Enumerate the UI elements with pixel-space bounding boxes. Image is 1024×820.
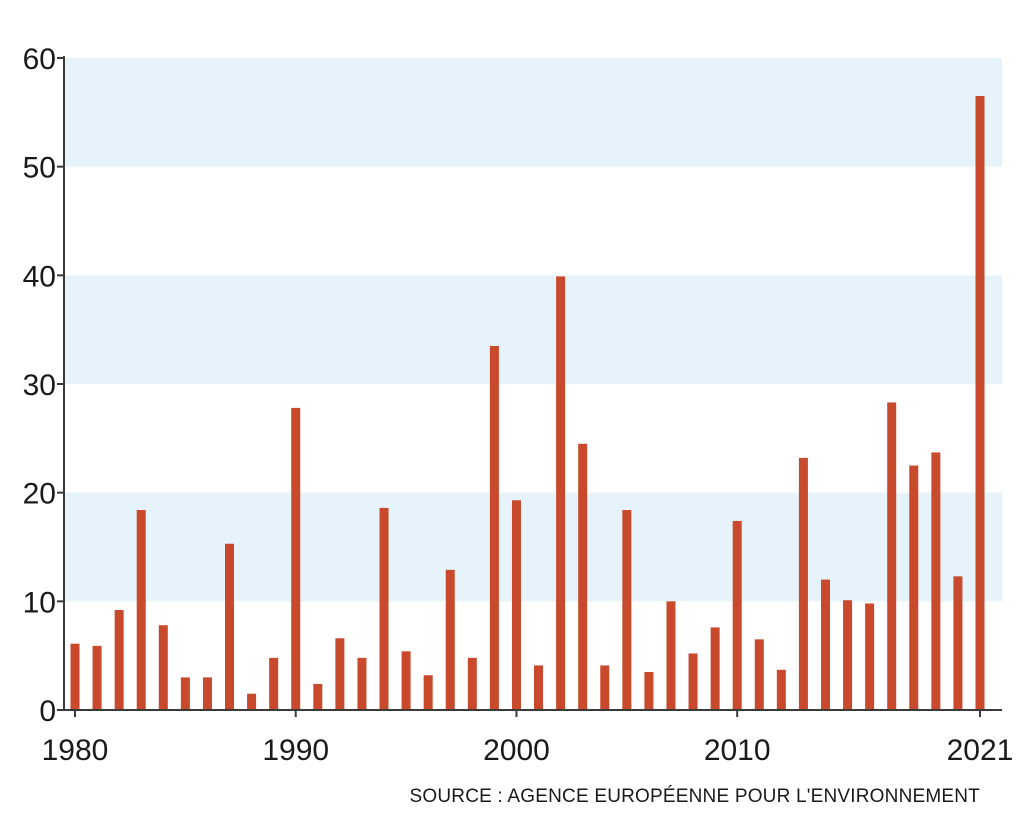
- bar-1987: [225, 543, 235, 710]
- x-tick-labels: 1980 1990 2000 2010 2021: [42, 734, 1014, 767]
- bar-1990: [291, 407, 301, 710]
- axes-group: [57, 56, 1002, 717]
- source-note: SOURCE : AGENCE EUROPÉENNE POUR L'ENVIRO…: [409, 786, 980, 807]
- bar-1991: [313, 683, 323, 710]
- background-band: [64, 492, 1002, 602]
- bar-2019: [931, 452, 941, 710]
- bar-1996: [423, 675, 433, 710]
- x-tick-label: 1990: [262, 734, 329, 767]
- bar-2006: [644, 671, 654, 710]
- bar-2014: [820, 579, 830, 710]
- y-tick-labels: 0 10 20 30 40 50 60: [23, 43, 56, 728]
- y-tick-label: 50: [23, 152, 56, 185]
- bar-2009: [710, 627, 720, 710]
- bar-1981: [92, 645, 102, 710]
- y-tick-label: 60: [23, 43, 56, 76]
- bar-1995: [401, 651, 411, 710]
- background-band: [64, 58, 1002, 167]
- bar-2012: [776, 669, 786, 710]
- bar-1985: [180, 677, 190, 710]
- x-tick-label: 2021: [947, 734, 1014, 767]
- bar-1982: [114, 610, 124, 710]
- x-tick-label: 1980: [42, 734, 109, 767]
- bar-2013: [798, 457, 808, 710]
- y-tick-label: 10: [23, 586, 56, 619]
- bar-2004: [600, 665, 610, 710]
- bar-2003: [578, 443, 588, 710]
- bar-1984: [158, 625, 168, 710]
- bar-2010: [732, 520, 742, 710]
- y-tick-label: 20: [23, 478, 56, 511]
- bar-1989: [269, 657, 279, 710]
- bar-1992: [335, 638, 345, 710]
- bar-1994: [379, 507, 389, 710]
- bar-2000: [511, 500, 521, 710]
- bar-1983: [136, 510, 146, 710]
- bar-1998: [467, 657, 477, 710]
- bar-1988: [247, 693, 257, 710]
- bar-2011: [754, 639, 764, 710]
- bar-2020: [953, 576, 963, 710]
- background-band: [64, 275, 1002, 384]
- y-tick-label: 40: [23, 260, 56, 293]
- y-tick-label: 30: [23, 369, 56, 402]
- bar-2017: [887, 402, 897, 710]
- x-tick-label: 2010: [704, 734, 771, 767]
- bar-1997: [445, 569, 455, 710]
- bar-2018: [909, 465, 919, 710]
- bar-2001: [534, 665, 544, 710]
- bar-1980: [70, 643, 80, 710]
- bar-2008: [688, 653, 698, 710]
- x-tick-label: 2000: [483, 734, 550, 767]
- y-tick-label: 0: [39, 695, 56, 728]
- bar-1993: [357, 657, 367, 710]
- bar-2005: [622, 510, 632, 710]
- bar-2016: [865, 603, 875, 710]
- bars-group: [70, 96, 985, 711]
- bar-chart: 0 10 20 30 40 50 60 1980 1990 2000 2010 2021: [23, 43, 1014, 767]
- bar-2002: [556, 276, 566, 710]
- bar-1999: [489, 345, 499, 710]
- bar-2021: [975, 96, 985, 711]
- background-bands: [64, 58, 1002, 602]
- bar-2015: [843, 600, 853, 710]
- bar-2007: [666, 601, 676, 710]
- bar-1986: [202, 677, 212, 710]
